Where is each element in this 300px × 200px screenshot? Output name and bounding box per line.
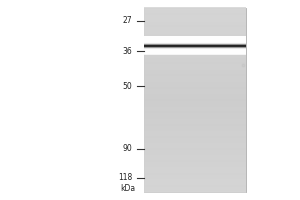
Text: 50: 50 (122, 82, 132, 91)
Text: 118: 118 (118, 173, 132, 182)
Text: kDa: kDa (120, 184, 135, 193)
Text: 90: 90 (122, 144, 132, 153)
Text: 36: 36 (122, 47, 132, 56)
Bar (144, 8, 246, 192)
Text: 27: 27 (122, 16, 132, 25)
